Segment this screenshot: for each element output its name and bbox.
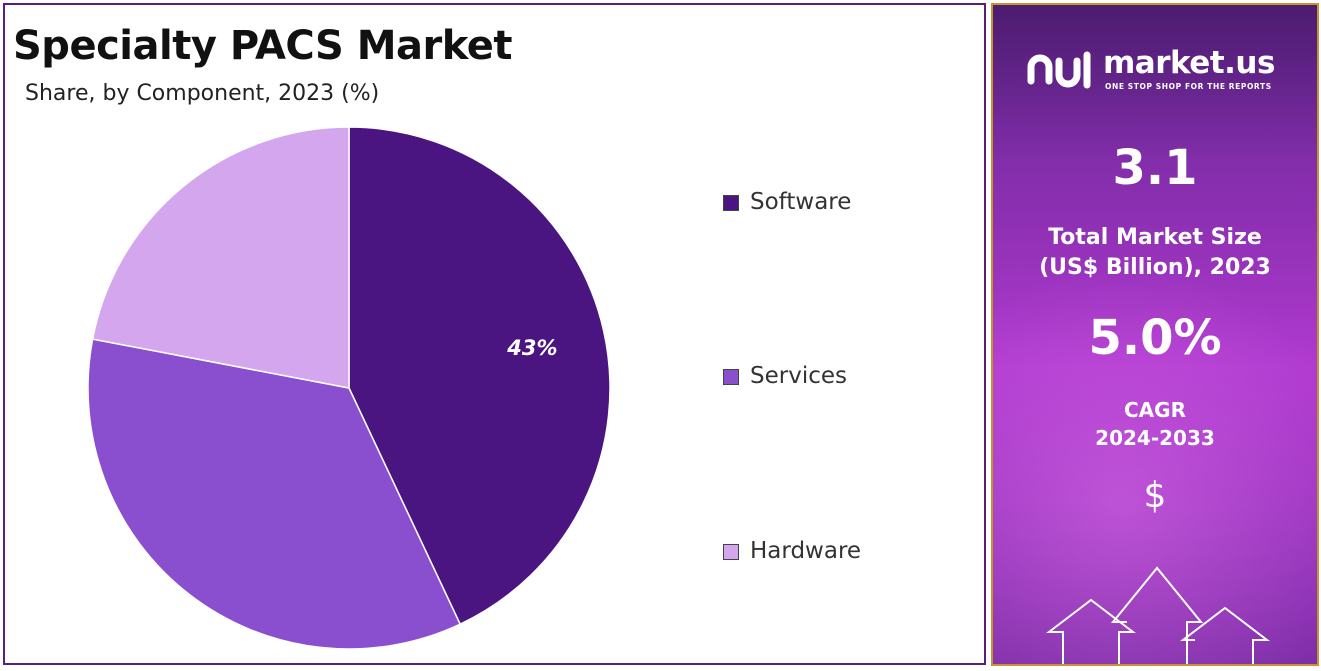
market-size-label-line1: Total Market Size (1048, 225, 1262, 250)
legend-swatch-services (723, 369, 739, 385)
market-size-label-line2: (US$ Billion), 2023 (1039, 255, 1271, 280)
market-size-value: 3.1 (1112, 140, 1198, 196)
pie-chart: 43% (87, 126, 611, 650)
data-label-software: 43% (506, 336, 557, 360)
pie-slice-services (87, 338, 462, 650)
cagr-label-line2: 2024-2033 (1095, 426, 1215, 450)
chart-title: Specialty PACS Market (13, 23, 513, 69)
legend-swatch-software (723, 195, 739, 211)
dollar-icon: $ (1143, 475, 1167, 516)
logo-tagline: ONE STOP SHOP FOR THE REPORTS (1105, 82, 1272, 91)
chart-subtitle: Share, by Component, 2023 (%) (25, 81, 380, 106)
market-us-logo-icon (1027, 51, 1091, 89)
legend-swatch-hardware (723, 544, 739, 560)
cagr-label-line1: CAGR (1124, 398, 1186, 422)
cagr-value: 5.0% (1088, 310, 1222, 366)
legend-label-software: Software (750, 189, 852, 215)
up-arrow-icon (1046, 566, 1270, 664)
pie-slice-hardware (91, 126, 350, 389)
legend-label-hardware: Hardware (750, 538, 862, 564)
legend-label-services: Services (750, 363, 847, 389)
logo-text: market.us (1103, 45, 1275, 81)
pie-slice-software (348, 126, 611, 626)
market-us-logo: market.us ONE STOP SHOP FOR THE REPORTS (1025, 45, 1295, 95)
chart-panel: Specialty PACS Market Share, by Componen… (3, 3, 986, 665)
market-summary-panel: market.us ONE STOP SHOP FOR THE REPORTS … (991, 3, 1319, 666)
